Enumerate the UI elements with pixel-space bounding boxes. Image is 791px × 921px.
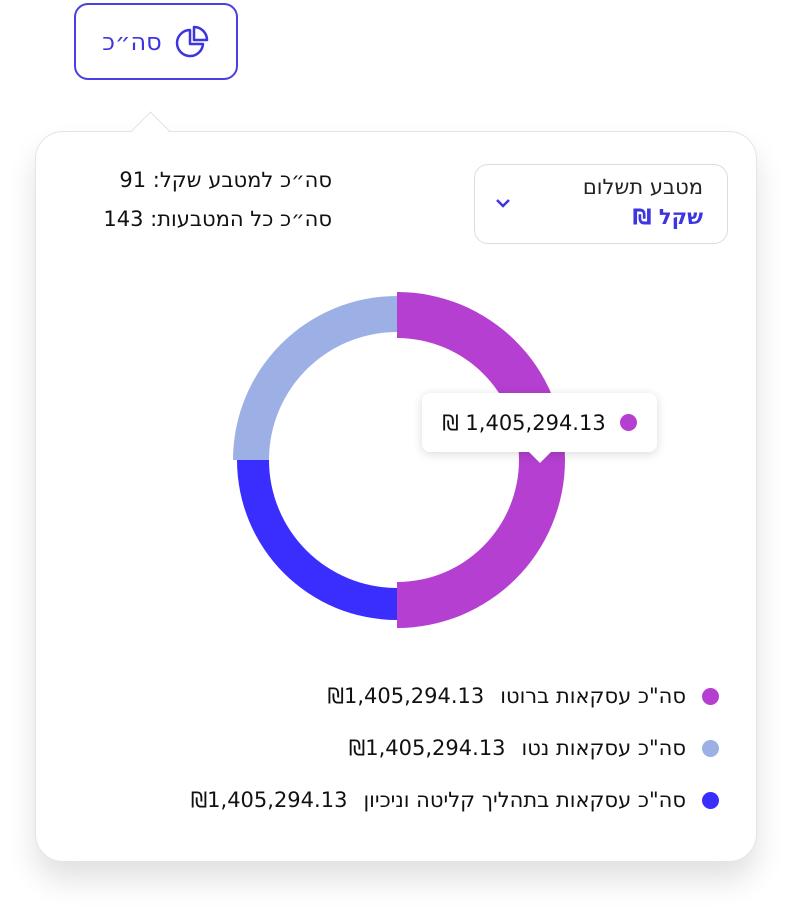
summary-label: סה״כ כל המטבעות: [150,207,332,231]
total-button[interactable]: סה״כ [74,3,238,80]
donut-segment[interactable] [237,460,397,620]
chevron [496,199,510,208]
legend-row: סה"כ עסקאות נטו ₪1,405,294.13 [349,736,719,760]
dropdown-label: מטבע תשלום [582,175,703,199]
tooltip: ₪ 1,405,294.13 [422,393,657,452]
legend-dot [702,739,719,757]
all-summary: סה״כ כל המטבעות: 143 [60,207,332,231]
legend-label: סה"כ עסקאות ברוטו [500,684,686,708]
legend-dot [702,687,719,705]
tooltip-arrow [528,451,552,463]
summary-count: 91 [119,168,147,192]
pie-icon [175,25,208,57]
legend-label: סה"כ עסקאות נטו [521,736,686,760]
tooltip-dot [619,414,637,431]
currency-dropdown[interactable]: מטבע תשלום שקל ₪ [474,164,728,244]
summary-label: סה״כ למטבע שקל: [152,168,332,192]
currency-summary: סה״כ למטבע שקל: 91 [60,168,332,192]
legend-amount: ₪1,405,294.13 [348,736,506,760]
button-label: סה״כ [102,27,162,56]
dropdown-value: שקל ₪ [632,205,703,229]
legend-row: סה"כ עסקאות בתהליך קליטה וניכיון ₪1,405,2… [191,788,719,812]
donut-segment[interactable] [397,292,565,628]
legend-dot [702,791,719,809]
legend-amount: ₪1,405,294.13 [327,684,485,708]
legend-amount: ₪1,405,294.13 [190,788,348,812]
summary-count: 143 [103,207,144,231]
legend-label: סה"כ עסקאות בתהליך קליטה וניכיון [363,788,686,812]
tooltip-text: ₪ 1,405,294.13 [442,410,606,435]
popover-card [35,131,757,862]
legend-row: סה"כ עסקאות ברוטו ₪1,405,294.13 [327,684,719,708]
donut-segment[interactable] [233,296,397,460]
